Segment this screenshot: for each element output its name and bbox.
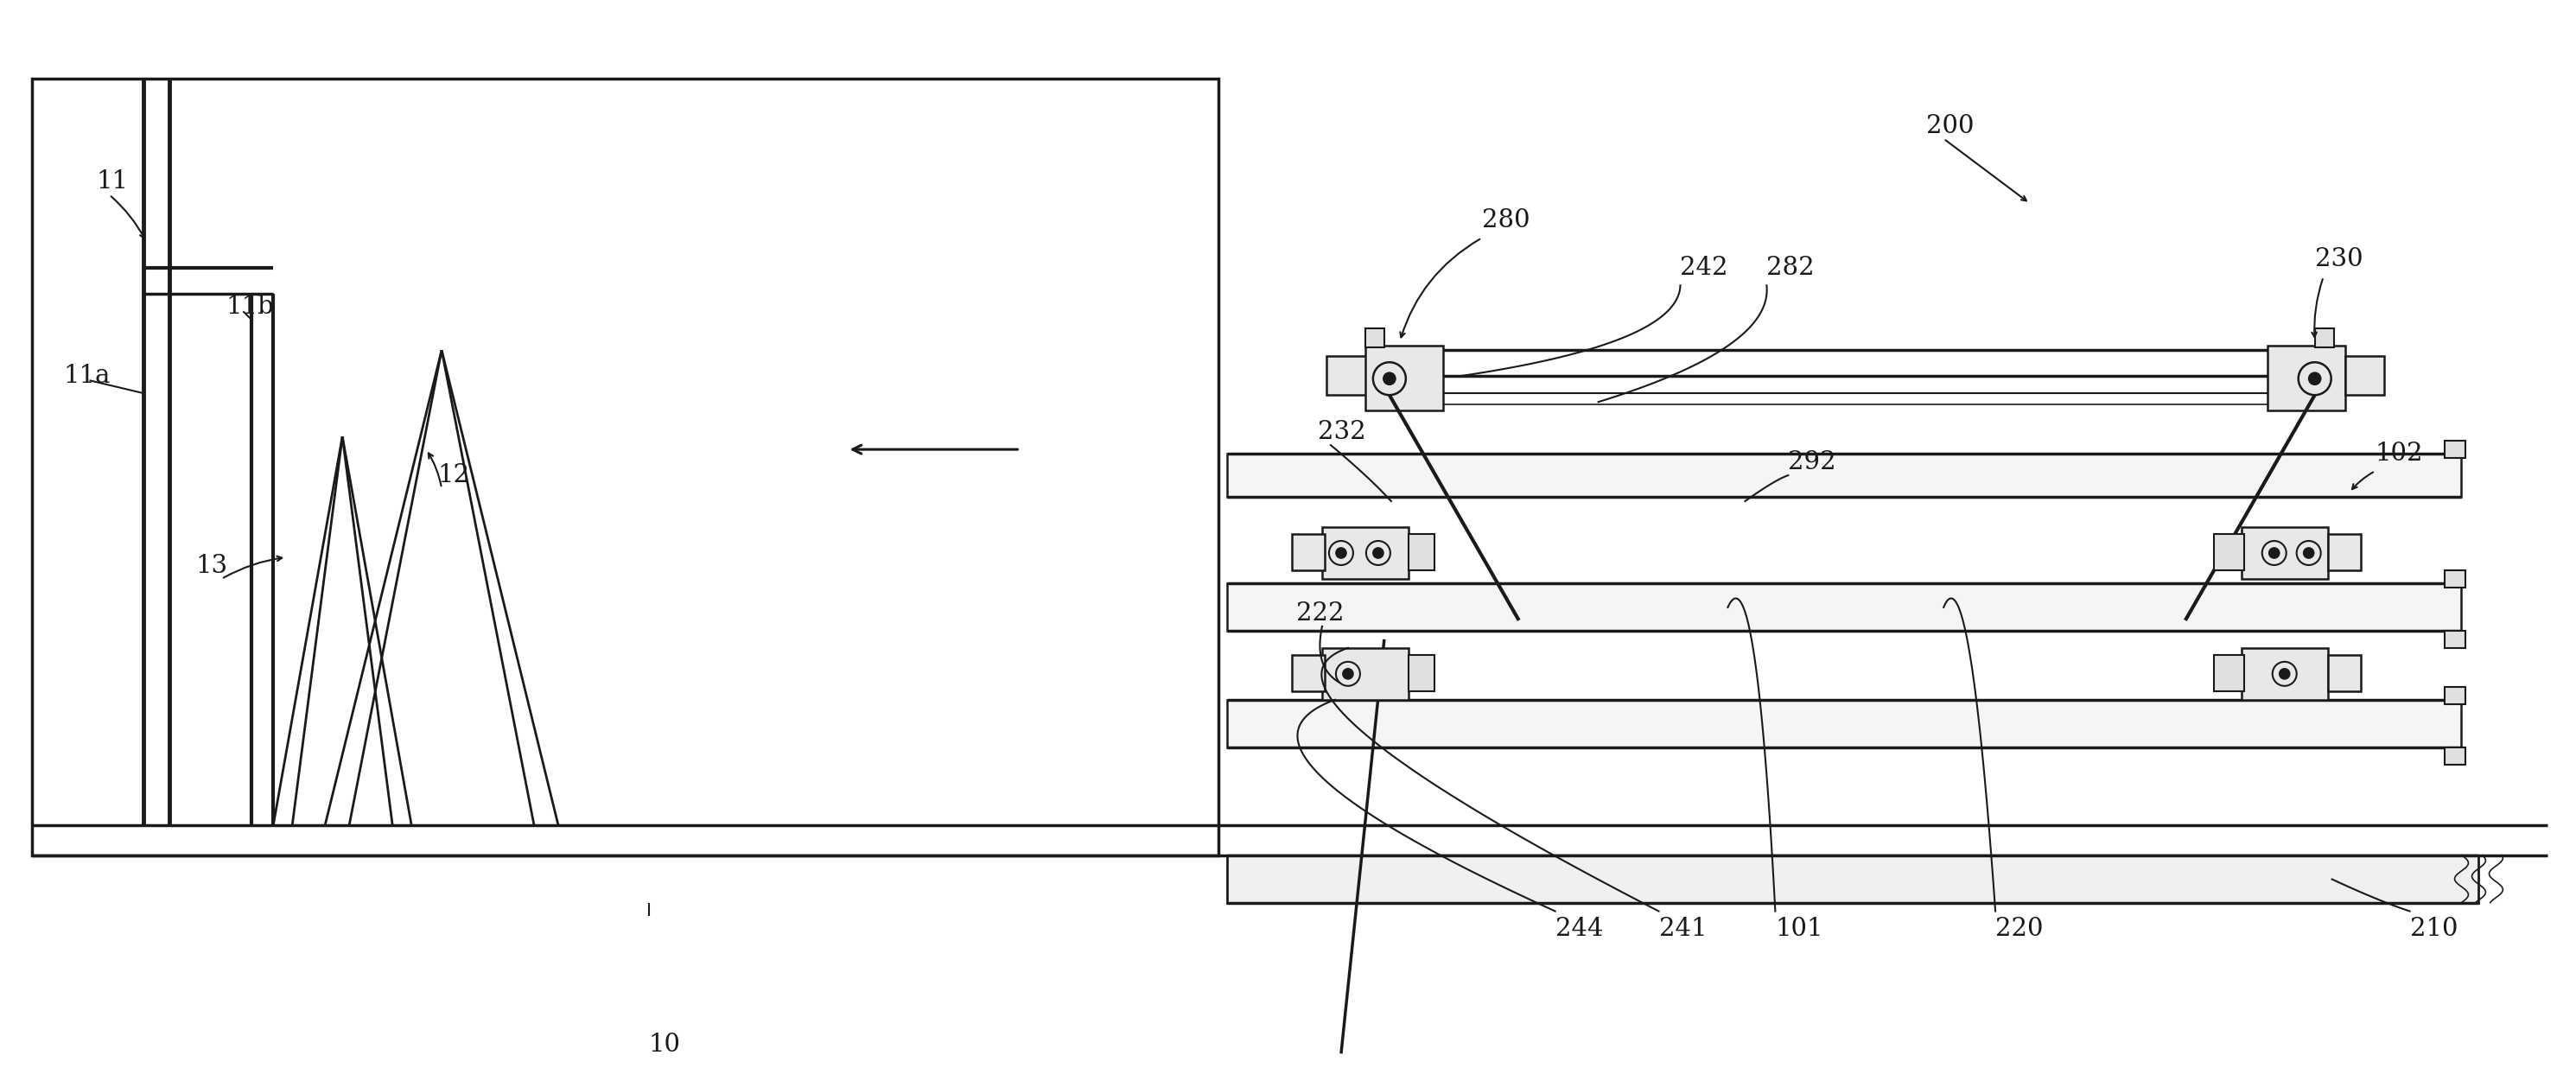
Bar <box>2445 630 2465 648</box>
Circle shape <box>2269 548 2280 558</box>
Circle shape <box>1373 548 1383 558</box>
Bar <box>31 78 1218 855</box>
Text: 280: 280 <box>1481 209 1530 233</box>
Text: 292: 292 <box>1788 450 1837 474</box>
Bar <box>1226 584 2463 630</box>
Text: 242: 242 <box>1680 257 1728 280</box>
Bar <box>1226 453 2463 497</box>
Text: 11a: 11a <box>64 364 111 388</box>
Bar <box>1226 700 2463 747</box>
Text: 13: 13 <box>196 554 227 578</box>
Bar <box>1409 534 1435 571</box>
Text: 232: 232 <box>1319 420 1365 445</box>
Text: 282: 282 <box>1767 257 1814 280</box>
Bar <box>2213 654 2244 691</box>
Bar <box>1293 534 1324 571</box>
Text: 10: 10 <box>649 1033 680 1057</box>
Text: 101: 101 <box>1775 916 1824 940</box>
Bar <box>2445 687 2465 704</box>
Bar <box>1293 654 1324 691</box>
Bar <box>2316 328 2334 348</box>
Bar <box>2329 534 2360 571</box>
Circle shape <box>1337 548 1347 558</box>
Text: 230: 230 <box>2316 248 2362 272</box>
Bar <box>1321 527 1409 579</box>
Bar <box>1327 357 1368 395</box>
Circle shape <box>2308 373 2321 385</box>
Bar <box>2329 654 2360 691</box>
Text: 11: 11 <box>95 170 129 193</box>
Bar <box>2445 571 2465 587</box>
Bar <box>2344 357 2383 395</box>
Bar <box>2445 747 2465 764</box>
Circle shape <box>2280 669 2290 679</box>
Bar <box>1365 346 1443 411</box>
Text: 11b: 11b <box>227 295 273 320</box>
Circle shape <box>1342 669 1352 679</box>
Text: 241: 241 <box>1659 916 1708 940</box>
Text: 102: 102 <box>2375 441 2424 466</box>
Bar <box>2241 648 2329 700</box>
Circle shape <box>1383 373 1396 385</box>
Text: 210: 210 <box>2409 916 2458 940</box>
Bar <box>2445 441 2465 458</box>
Text: 12: 12 <box>438 463 469 487</box>
Bar <box>1226 855 2478 902</box>
Bar <box>1321 648 1409 700</box>
Bar <box>2267 346 2344 411</box>
Bar <box>1365 328 1383 348</box>
Text: 200: 200 <box>1927 114 1973 138</box>
Text: 220: 220 <box>1996 916 2043 940</box>
Circle shape <box>2303 548 2313 558</box>
Text: 244: 244 <box>1556 916 1602 940</box>
Bar <box>2241 527 2329 579</box>
Bar <box>1409 654 1435 691</box>
Text: 222: 222 <box>1296 601 1345 625</box>
Bar <box>2213 534 2244 571</box>
